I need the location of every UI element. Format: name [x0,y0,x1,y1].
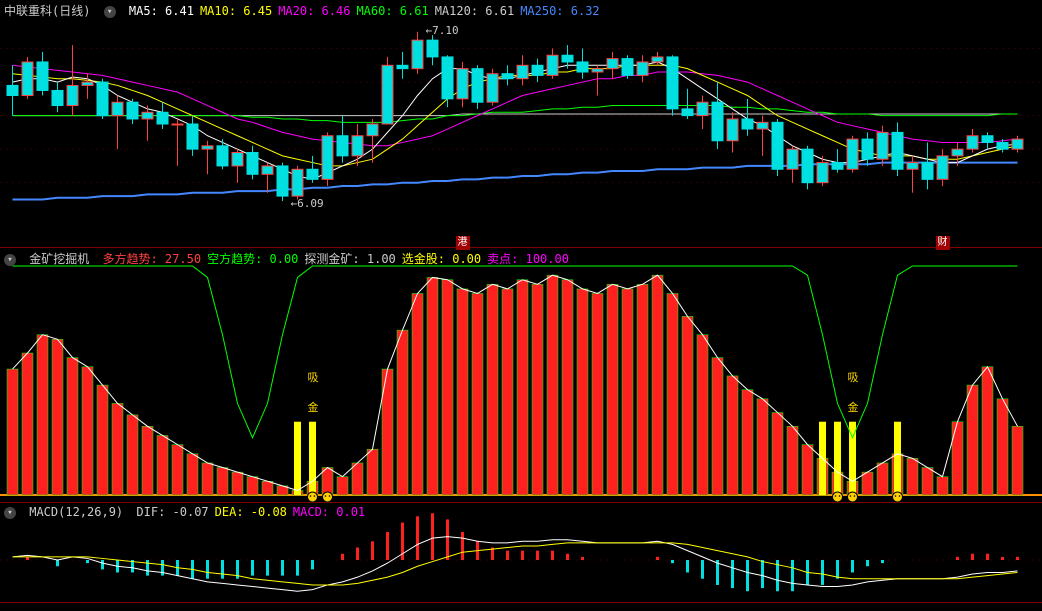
ma-label: MA10: 6.45 [200,4,272,18]
main-header: 中联重科(日线) ▾ MA5: 6.41 MA10: 6.45 MA20: 6.46… [4,2,612,19]
macd-panel[interactable]: ▾ MACD(12,26,9) DIF: -0.07 DEA: -0.08 MACD… [0,503,1042,603]
collapse-icon[interactable]: ▾ [4,254,16,266]
indicator-label: 选金股: 0.00 [402,252,481,266]
sub2-title: MACD(12,26,9) [29,505,123,519]
sub2-header: ▾ MACD(12,26,9) DIF: -0.07 DEA: -0.08 MACD… [4,505,377,519]
sub1-header: ▾ 金矿挖掘机 多方趋势: 27.50 空方趋势: 0.00 探测金矿: 1.00 选… [4,250,581,267]
indicator-label: MACD: 0.01 [293,505,365,519]
indicator-label: DIF: -0.07 [136,505,208,519]
indicator-label: 多方趋势: 27.50 [102,252,201,266]
ma-label: MA250: 6.32 [520,4,599,18]
candlestick-chart[interactable] [0,0,1042,248]
ma-label: MA60: 6.61 [356,4,428,18]
stock-title: 中联重科(日线) [4,4,90,18]
indicator-label: 卖点: 100.00 [487,252,569,266]
ma-label: MA20: 6.46 [278,4,350,18]
ma-label: MA120: 6.61 [435,4,514,18]
candlestick-panel[interactable]: 中联重科(日线) ▾ MA5: 6.41 MA10: 6.45 MA20: 6.46… [0,0,1042,248]
indicator-label: 探测金矿: 1.00 [304,252,395,266]
indicator1-panel[interactable]: ▾ 金矿挖掘机 多方趋势: 27.50 空方趋势: 0.00 探测金矿: 1.00 选… [0,248,1042,503]
sub1-title: 金矿挖掘机 [29,252,89,266]
ma-label: MA5: 6.41 [129,4,194,18]
indicator-label: DEA: -0.08 [215,505,287,519]
indicator-label: 空方趋势: 0.00 [207,252,298,266]
collapse-icon[interactable]: ▾ [4,507,16,519]
indicator1-chart[interactable] [0,248,1042,503]
collapse-icon[interactable]: ▾ [104,6,116,18]
